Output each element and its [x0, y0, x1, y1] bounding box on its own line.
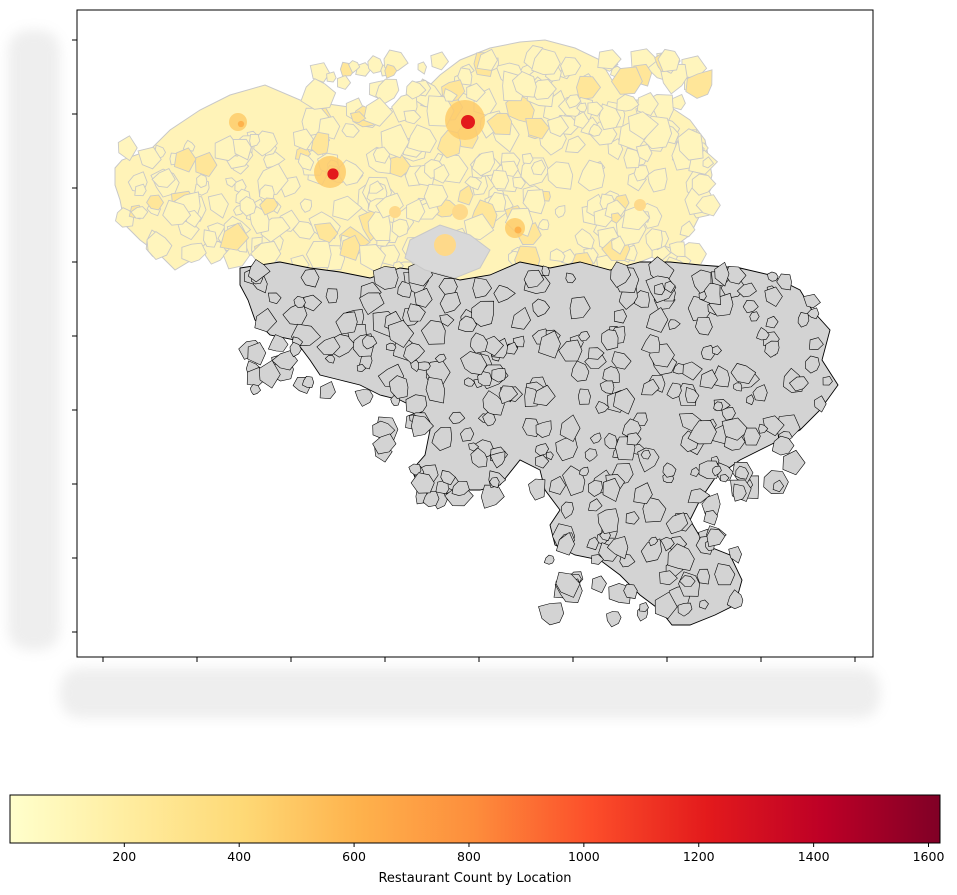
blurred-x-tick-labels: [60, 668, 880, 718]
municipality: [522, 153, 533, 163]
municipality-no-data: [578, 389, 590, 404]
colorbar-tick-label: 600: [342, 849, 366, 864]
colorbar-label: Restaurant Count by Location: [378, 871, 571, 886]
colorbar-tick-label: 1000: [568, 849, 600, 864]
municipality: [204, 230, 218, 247]
colorbar-tick-label: 1400: [798, 849, 830, 864]
colorbar-tick-label: 200: [112, 849, 136, 864]
municipality-no-data: [326, 289, 338, 303]
colorbar-gradient: [10, 795, 940, 843]
colorbar: 200 400 600 800 1000 1200 1400 1600 Restaurant …: [10, 795, 944, 886]
hotspot-core: [327, 168, 338, 179]
colorbar-tick-label: 400: [227, 849, 251, 864]
colorbar-ticks: 200 400 600 800 1000 1200 1400 1600: [112, 843, 944, 864]
hotspot-core: [515, 227, 522, 234]
municipality-highlight: [434, 234, 456, 256]
hotspot-halo: [505, 218, 525, 238]
colorbar-tick-label: 1600: [913, 849, 945, 864]
x-axis-ticks: [103, 657, 855, 662]
blurred-y-tick-labels: [8, 30, 60, 650]
municipality: [135, 184, 146, 196]
municipality-highlight: [634, 199, 646, 211]
municipality: [327, 72, 337, 82]
hotspot-core: [238, 121, 244, 127]
y-axis-ticks: [72, 40, 77, 632]
colorbar-tick-label: 1200: [683, 849, 715, 864]
municipality-highlight: [389, 206, 401, 218]
municipality-no-data: [418, 362, 430, 371]
hotspot-halo: [229, 113, 247, 131]
colorbar-tick-label: 800: [457, 849, 481, 864]
municipality-highlight: [452, 204, 468, 220]
hotspot-core: [461, 115, 475, 129]
